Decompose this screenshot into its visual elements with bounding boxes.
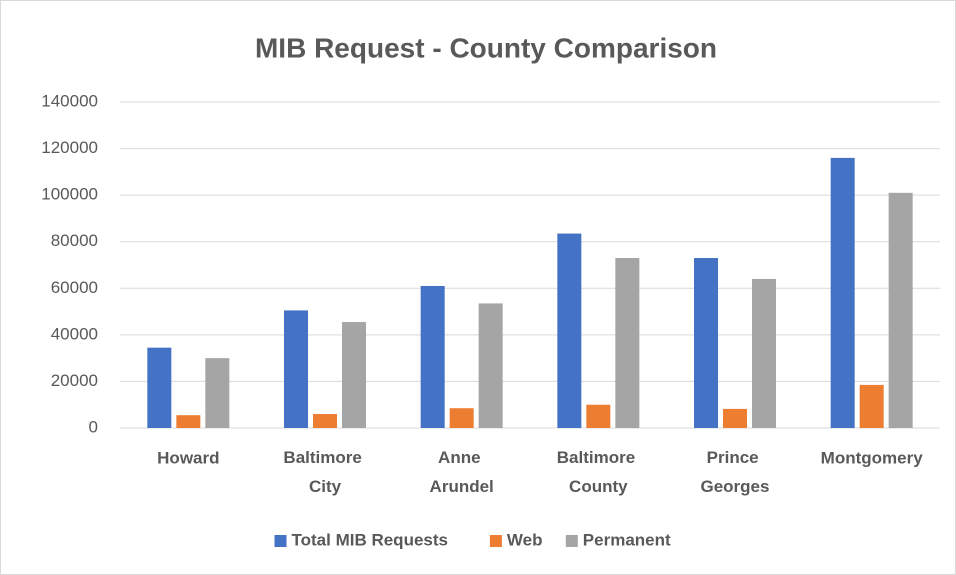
bar (313, 414, 337, 428)
bar (615, 258, 640, 428)
bar (557, 233, 582, 428)
y-tick-label: 140000 (41, 91, 98, 110)
bar (830, 157, 855, 428)
legend-swatch (489, 535, 502, 547)
y-tick-label: 60000 (51, 278, 98, 297)
x-tick-label: Anne Arundel (430, 448, 494, 496)
bar (586, 404, 611, 428)
bar (205, 358, 230, 428)
bar (859, 384, 884, 428)
legend-label: Permanent (583, 530, 671, 549)
bar (723, 408, 747, 428)
y-tick-label: 20000 (51, 371, 98, 390)
legend-label: Web (507, 530, 543, 549)
y-tick-label: 40000 (51, 324, 98, 343)
bar (694, 258, 718, 428)
legend-label: Total MIB Requests (292, 530, 448, 549)
x-tick-label: Howard (157, 448, 219, 467)
x-tick-label: Baltimore County (557, 448, 640, 496)
bar (478, 303, 503, 428)
bar (147, 347, 172, 428)
bar (342, 322, 366, 428)
legend-swatch (565, 535, 578, 547)
bar (284, 310, 308, 428)
bar (888, 192, 913, 428)
x-tick-label: Prince Georges (701, 448, 770, 496)
x-tick-label: Montgomery (821, 448, 924, 467)
bar (752, 278, 776, 428)
y-tick-label: 100000 (41, 185, 98, 204)
x-tick-label: Baltimore City (283, 448, 366, 496)
bar (449, 408, 474, 428)
y-tick-label: 80000 (51, 231, 98, 250)
y-tick-label: 0 (89, 417, 98, 436)
y-tick-label: 120000 (41, 138, 98, 157)
chart-title: MIB Request - County Comparison (255, 32, 717, 63)
legend-swatch (274, 535, 287, 547)
bar (176, 415, 201, 428)
bar (420, 285, 445, 428)
